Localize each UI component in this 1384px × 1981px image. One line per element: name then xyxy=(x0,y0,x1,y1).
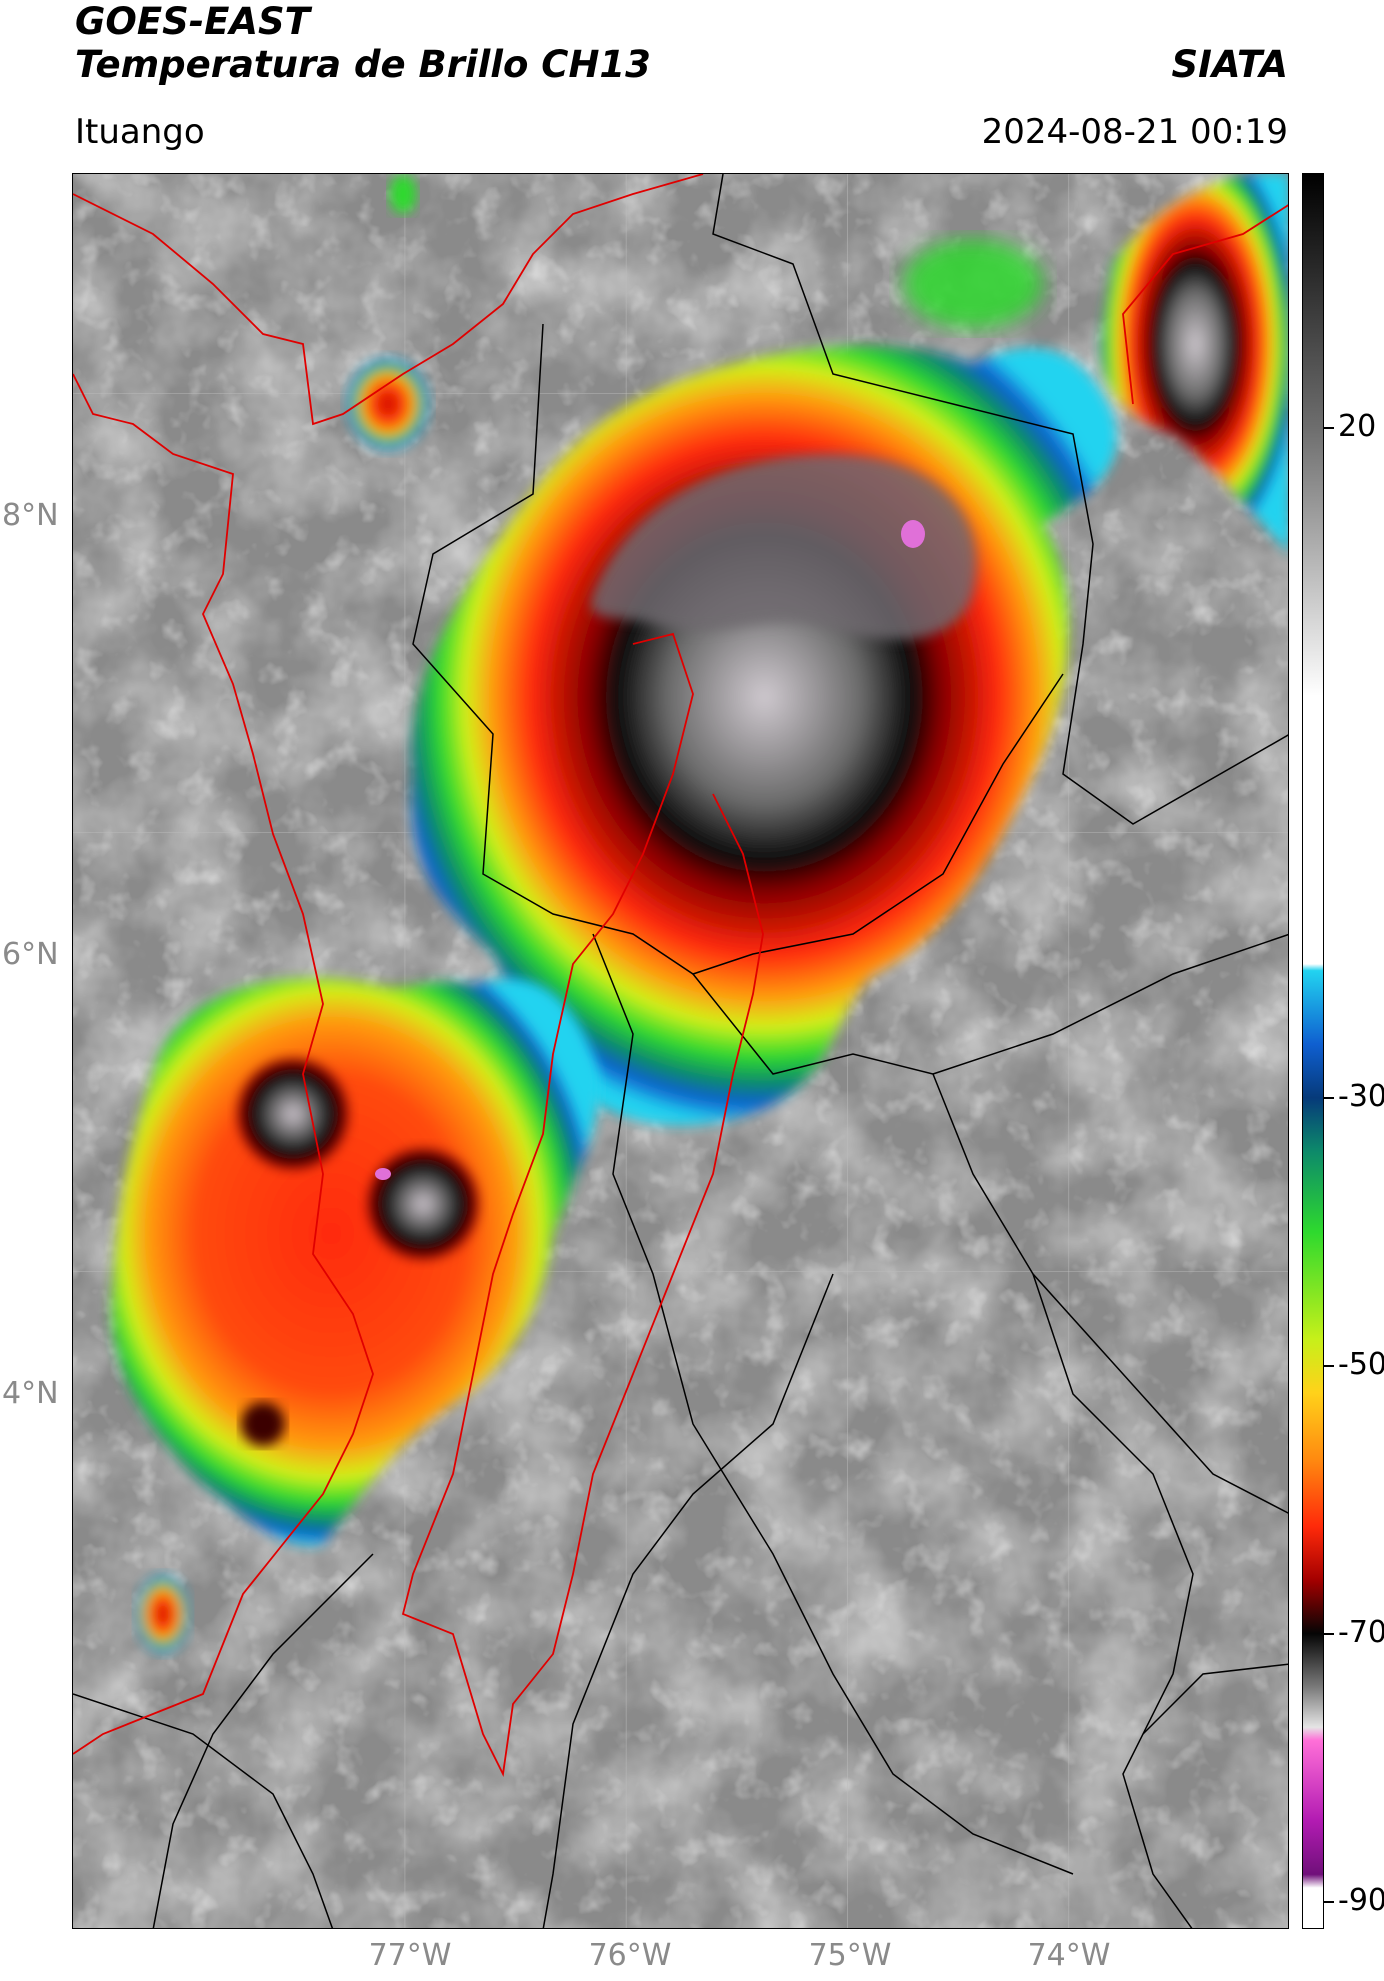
lon-label-75w: 75°W xyxy=(808,1938,892,1973)
core-west-1 xyxy=(238,1059,348,1169)
agency-label: SIATA xyxy=(1171,43,1288,86)
storm-small-north xyxy=(137,174,1043,1652)
datetime-label: 2024-08-21 00:19 xyxy=(981,112,1288,152)
coldest-spot-north xyxy=(901,520,925,548)
colorbar xyxy=(1302,173,1324,1929)
colorbar-tick-mark xyxy=(1324,1633,1334,1636)
colorbar-tick-label: 20 xyxy=(1338,408,1377,444)
colorbar-tick-mark xyxy=(1324,426,1334,429)
colorbar-tick-mark xyxy=(1324,1096,1334,1099)
satellite-title: GOES-EAST xyxy=(75,0,310,43)
map-canvas xyxy=(73,174,1288,1928)
lon-label-77w: 77°W xyxy=(368,1938,452,1973)
colorbar-tick-label: -30 xyxy=(1338,1078,1384,1114)
colorbar-tick-mark xyxy=(1324,1365,1334,1367)
colorbar-tick-label: -50 xyxy=(1338,1347,1384,1382)
storm-west-pacific xyxy=(111,978,600,1546)
satellite-map xyxy=(72,173,1289,1929)
colorbar-tick-mark xyxy=(1324,1901,1334,1904)
product-title: Temperatura de Brillo CH13 xyxy=(75,43,651,86)
lon-label-74w: 74°W xyxy=(1027,1938,1111,1973)
lat-label-6n: 6°N xyxy=(2,937,59,972)
coldest-spot-west xyxy=(375,1168,391,1180)
lat-label-4n: 4°N xyxy=(2,1376,59,1411)
lat-label-8n: 8°N xyxy=(2,498,59,533)
national-borders xyxy=(73,174,1288,1777)
colorbar-tick-label: -70 xyxy=(1338,1615,1384,1651)
department-borders xyxy=(73,174,1288,1928)
storm-northeast xyxy=(1100,174,1288,552)
colorbar-tick-label: -90 xyxy=(1338,1883,1384,1919)
lon-label-76w: 76°W xyxy=(588,1938,672,1973)
storm-north-central xyxy=(411,346,1117,1126)
location-label: Ituango xyxy=(75,112,205,152)
core-west-3 xyxy=(241,1402,285,1446)
core-west-2 xyxy=(368,1149,478,1259)
